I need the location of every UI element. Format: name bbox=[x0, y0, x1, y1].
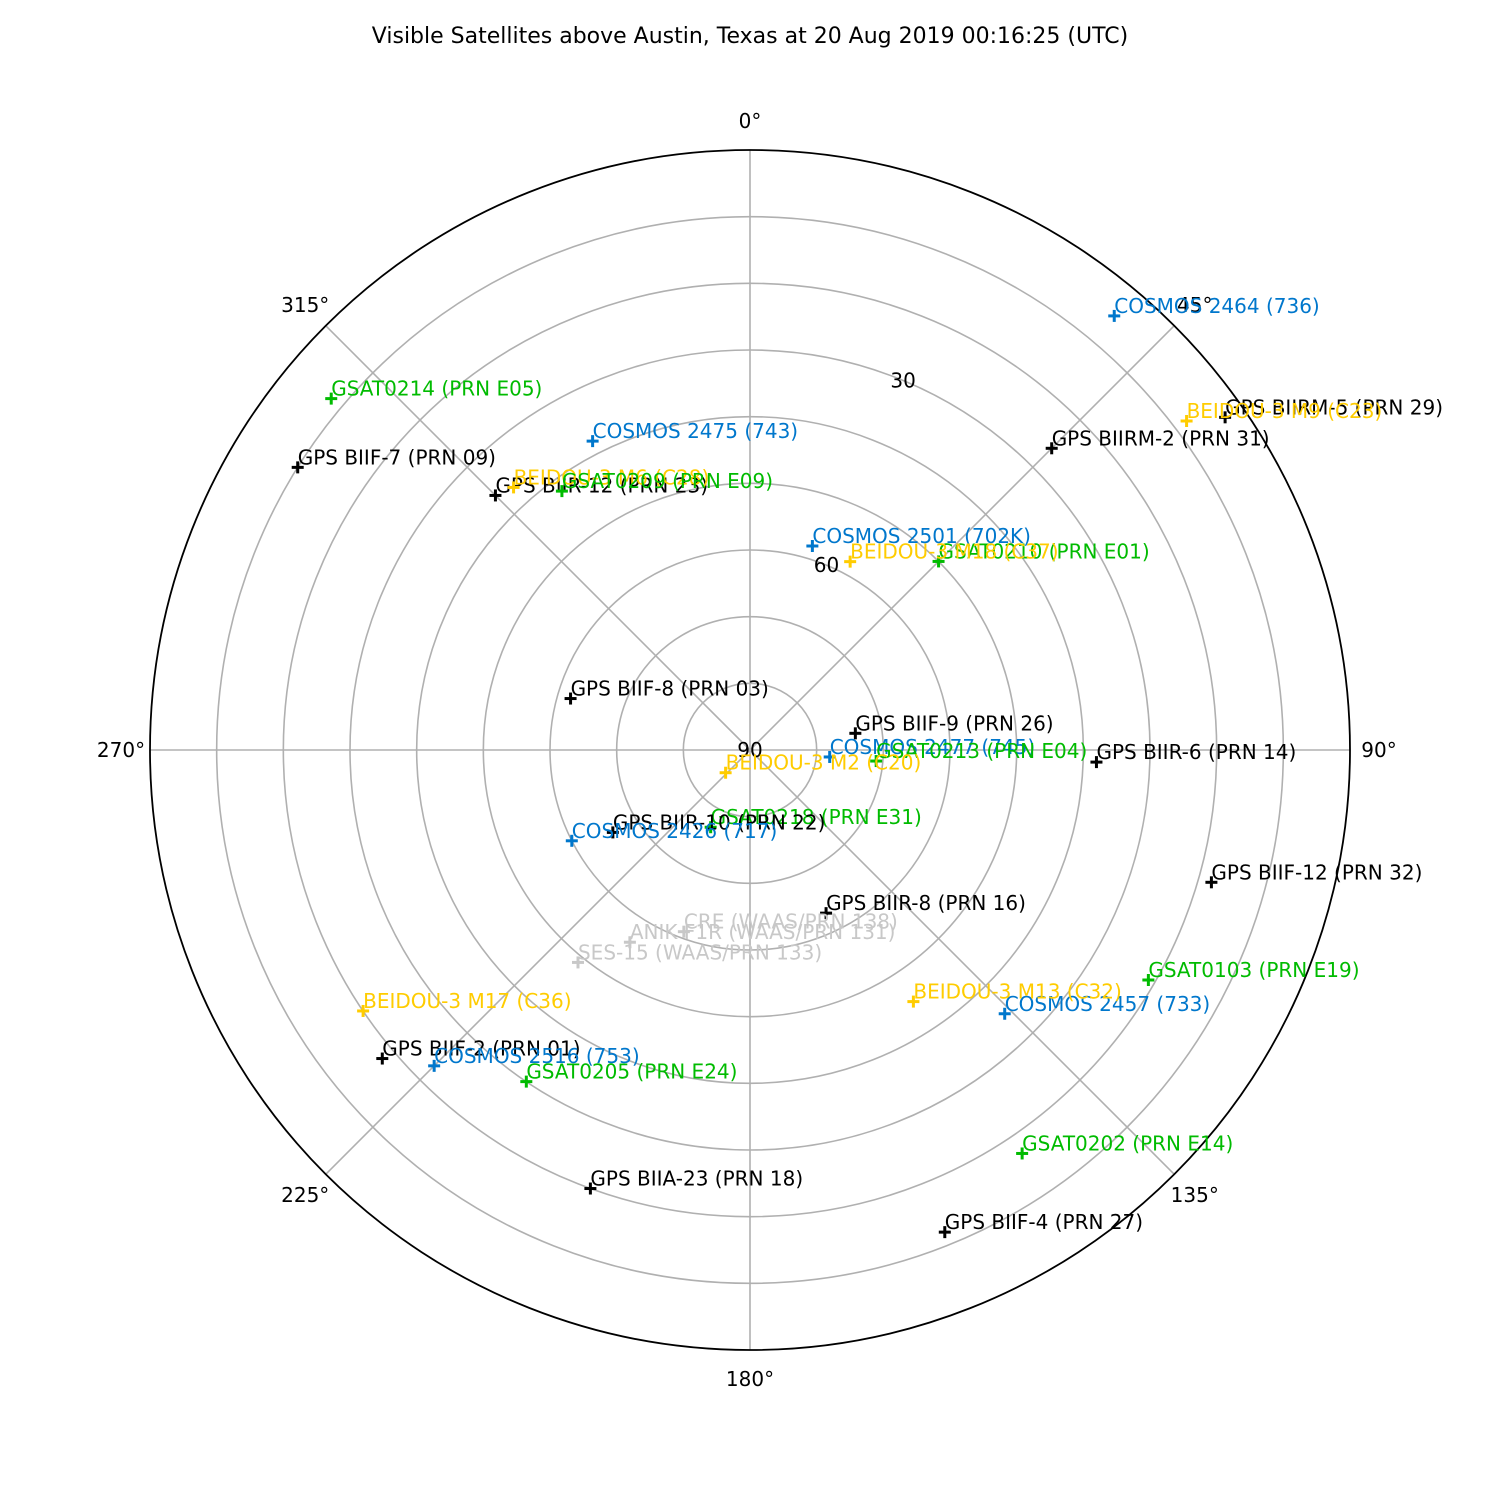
satellite-label: SES-15 (WAAS/PRN 133) bbox=[578, 940, 822, 964]
satellite-label: GPS BIIRM-5 (PRN 29) bbox=[1225, 395, 1443, 419]
satellite-label: GPS BIIA-23 (PRN 18) bbox=[590, 1167, 803, 1191]
satellite-label: BEIDOU-3 M2 (C20) bbox=[726, 751, 922, 775]
satellite-label: GPS BIIR-12 (PRN 23) bbox=[495, 473, 708, 497]
satellite-label: GPS BIIF-4 (PRN 27) bbox=[945, 1210, 1143, 1234]
grid-spoke bbox=[325, 325, 751, 751]
satellite-label: GSAT0103 (PRN E19) bbox=[1148, 958, 1359, 982]
satellite-label: GPS BIIF-2 (PRN 01) bbox=[382, 1037, 580, 1061]
polar-frame bbox=[149, 149, 1351, 1351]
satellite-label: BEIDOU-3 M18 (C37) bbox=[850, 540, 1058, 564]
theta-tick-label: 90° bbox=[1361, 738, 1396, 762]
satellite-label: GSAT0205 (PRN E24) bbox=[526, 1060, 737, 1084]
satellite-label: GPS BIIF-9 (PRN 26) bbox=[855, 711, 1053, 735]
theta-tick-label: 45° bbox=[1177, 293, 1212, 317]
satellite-label: GSAT0214 (PRN E05) bbox=[331, 377, 542, 401]
satellite-label: COSMOS 2475 (743) bbox=[593, 419, 799, 443]
satellite-label: GSAT0213 (PRN E04) bbox=[876, 739, 1087, 763]
grid-spoke bbox=[749, 749, 1175, 1175]
theta-tick-label: 315° bbox=[281, 293, 329, 317]
satellite-label: GPS BIIF-8 (PRN 03) bbox=[571, 677, 769, 701]
grid-spoke bbox=[749, 325, 1175, 751]
satellite-label: BEIDOU-3 M17 (C36) bbox=[363, 989, 571, 1013]
satellite-label: GSAT0202 (PRN E14) bbox=[1022, 1131, 1233, 1155]
satellite-label: GSAT0210 (PRN E01) bbox=[939, 539, 1150, 563]
theta-tick-label: 180° bbox=[726, 1367, 774, 1391]
satellite-label: COSMOS 2457 (733) bbox=[1005, 992, 1210, 1016]
satellite-label: GSAT0218 (PRN E31) bbox=[711, 805, 922, 829]
satellite-label: GPS BIIF-7 (PRN 09) bbox=[298, 445, 496, 469]
satellite-label: COSMOS 2464 (736) bbox=[1114, 294, 1320, 318]
theta-tick-label: 0° bbox=[739, 109, 762, 133]
satellite-label: COSMOS 2501 (702K) bbox=[812, 524, 1031, 548]
r-tick-label: 60 bbox=[814, 553, 839, 577]
satellite-label: GPS BIIF-12 (PRN 32) bbox=[1211, 860, 1422, 884]
satellite-label: GSAT0209 (PRN E09) bbox=[562, 469, 773, 493]
r-tick-label: 90 bbox=[737, 738, 762, 762]
satellite-label: COSMOS 2477 (745) bbox=[830, 735, 1036, 759]
chart-title: Visible Satellites above Austin, Texas a… bbox=[371, 24, 1129, 49]
satellite-label: BEIDOU-3 M6 (C28) bbox=[514, 465, 710, 489]
satellite-label: BEIDOU-3 M13 (C32) bbox=[913, 980, 1121, 1004]
r-tick-label: 30 bbox=[890, 368, 915, 392]
satellite-label: GPS BIIRM-2 (PRN 31) bbox=[1052, 426, 1270, 450]
satellite-label: COSMOS 2426 (717) bbox=[572, 819, 778, 843]
grid-spoke bbox=[325, 749, 751, 1175]
satellite-label: COSMOS 2516 (753) bbox=[434, 1044, 639, 1068]
theta-tick-label: 270° bbox=[97, 738, 145, 762]
satellite-label: GPS BIIR-8 (PRN 16) bbox=[826, 891, 1026, 915]
satellite-label: GPS BIIR-6 (PRN 14) bbox=[1096, 740, 1296, 764]
satellite-label: ANIK F1R (WAAS/PRN 131) bbox=[630, 920, 896, 944]
satellite-label: BEIDOU-3 M9 (C23) bbox=[1187, 399, 1383, 423]
satellite-label: CRE (WAAS/PRN 138) bbox=[684, 910, 898, 934]
satellite-label: GPS BIIR-10 (PRN 22) bbox=[613, 810, 826, 834]
theta-tick-label: 225° bbox=[281, 1183, 329, 1207]
theta-tick-label: 135° bbox=[1171, 1183, 1219, 1207]
